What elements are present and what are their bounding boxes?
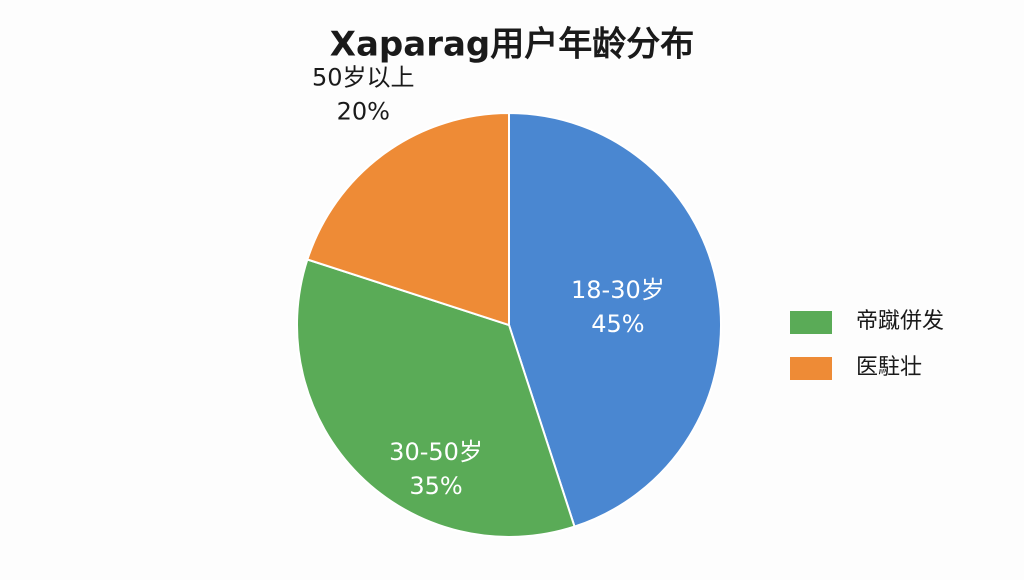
- pie-slice: [508, 111, 722, 528]
- pie-slice: [296, 258, 576, 538]
- slice-label: 50岁以上: [312, 64, 415, 92]
- chart-title: Xaparag用户年龄分布: [330, 25, 695, 65]
- slice-label: 18-30岁: [571, 276, 665, 304]
- legend-swatch: [790, 311, 832, 334]
- legend-swatch: [790, 357, 832, 380]
- legend-label: 医駐壮: [856, 355, 922, 380]
- slice-value-label: 20%: [337, 98, 390, 126]
- slice-label: 30-50岁: [389, 438, 483, 466]
- pie-slice: [306, 111, 510, 327]
- legend-label: 帝蹴併发: [856, 309, 944, 334]
- slice-value-label: 45%: [591, 310, 644, 338]
- slice-value-label: 35%: [409, 472, 462, 500]
